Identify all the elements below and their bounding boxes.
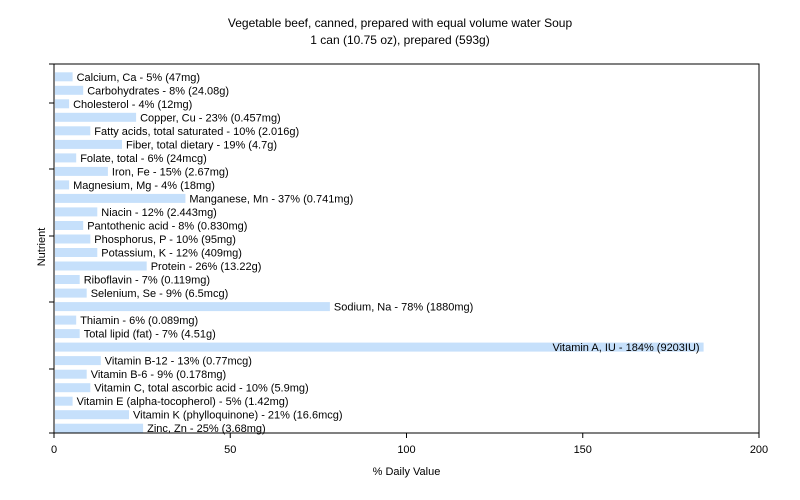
chart-subtitle: 1 can (10.75 oz), prepared (593g) xyxy=(310,33,490,47)
bar-label: Folate, total - 6% (24mcg) xyxy=(80,153,207,165)
bar xyxy=(55,99,70,109)
x-tick-label: 150 xyxy=(574,444,592,456)
bar-label: Potassium, K - 12% (409mg) xyxy=(101,248,242,260)
bar-label: Sodium, Na - 78% (1880mg) xyxy=(334,302,473,314)
bar-label: Pantothenic acid - 8% (0.830mg) xyxy=(87,221,247,233)
bar xyxy=(55,72,73,82)
bar-label: Vitamin E (alpha-tocopherol) - 5% (1.42m… xyxy=(77,396,289,408)
bar xyxy=(55,315,77,325)
bar xyxy=(55,356,101,366)
bar-label: Carbohydrates - 8% (24.08g) xyxy=(87,85,229,97)
bar-label: Niacin - 12% (2.443mg) xyxy=(101,207,217,219)
bar-label: Riboflavin - 7% (0.119mg) xyxy=(84,275,210,287)
x-tick-label: 100 xyxy=(397,444,415,456)
bar xyxy=(55,342,704,352)
bar-label: Vitamin C, total ascorbic acid - 10% (5.… xyxy=(94,383,308,395)
bar xyxy=(55,396,73,406)
bar xyxy=(55,180,70,190)
bar-label: Vitamin K (phylloquinone) - 21% (16.6mcg… xyxy=(133,410,343,422)
bar xyxy=(55,329,80,339)
bar-label: Iron, Fe - 15% (2.67mg) xyxy=(112,166,229,178)
bar xyxy=(55,193,186,203)
bar-label: Selenium, Se - 9% (6.5mcg) xyxy=(91,288,229,300)
bar-label: Total lipid (fat) - 7% (4.51g) xyxy=(84,329,216,341)
bar-label: Vitamin A, IU - 184% (9203IU) xyxy=(552,342,699,354)
bar-label: Fiber, total dietary - 19% (4.7g) xyxy=(126,139,277,151)
axes-group: 0 50 100 150 200 xyxy=(49,63,768,456)
bar xyxy=(55,383,91,393)
bar-label: Magnesium, Mg - 4% (18mg) xyxy=(73,180,215,192)
bar xyxy=(55,166,108,176)
bar xyxy=(55,221,84,230)
bars-group: Calcium, Ca - 5% (47mg)Carbohydrates - 8… xyxy=(55,72,704,435)
bar xyxy=(55,261,147,271)
bar-label: Thiamin - 6% (0.089mg) xyxy=(80,315,198,327)
bar-label: Fatty acids, total saturated - 10% (2.01… xyxy=(94,126,299,138)
bar xyxy=(55,207,98,217)
x-axis-label: % Daily Value xyxy=(372,466,441,478)
x-tick-label: 200 xyxy=(750,444,768,456)
bar xyxy=(55,288,87,298)
bar xyxy=(55,248,98,257)
bar xyxy=(55,139,122,149)
bar xyxy=(55,369,87,379)
bar-label: Calcium, Ca - 5% (47mg) xyxy=(77,72,200,84)
bar xyxy=(55,112,137,122)
bar xyxy=(55,410,129,420)
bar-label: Cholesterol - 4% (12mg) xyxy=(73,99,192,111)
x-tick-label: 0 xyxy=(51,444,57,456)
bar xyxy=(55,153,77,163)
x-tick-label: 50 xyxy=(224,444,236,456)
bar xyxy=(55,85,84,95)
bar-label: Protein - 26% (13.22g) xyxy=(151,261,262,273)
bar-label: Zinc, Zn - 25% (3.68mg) xyxy=(147,423,266,435)
bar xyxy=(55,275,80,284)
bar-label: Phosphorus, P - 10% (95mg) xyxy=(94,234,236,246)
bar xyxy=(55,423,144,433)
bar xyxy=(55,126,91,136)
bar-label: Vitamin B-6 - 9% (0.178mg) xyxy=(91,369,227,381)
bar-label: Copper, Cu - 23% (0.457mg) xyxy=(140,112,281,124)
chart-title: Vegetable beef, canned, prepared with eq… xyxy=(227,16,573,30)
bar xyxy=(55,234,91,244)
bar-label: Vitamin B-12 - 13% (0.77mcg) xyxy=(105,356,252,368)
bar xyxy=(55,302,330,312)
bar-label: Manganese, Mn - 37% (0.741mg) xyxy=(189,193,353,205)
